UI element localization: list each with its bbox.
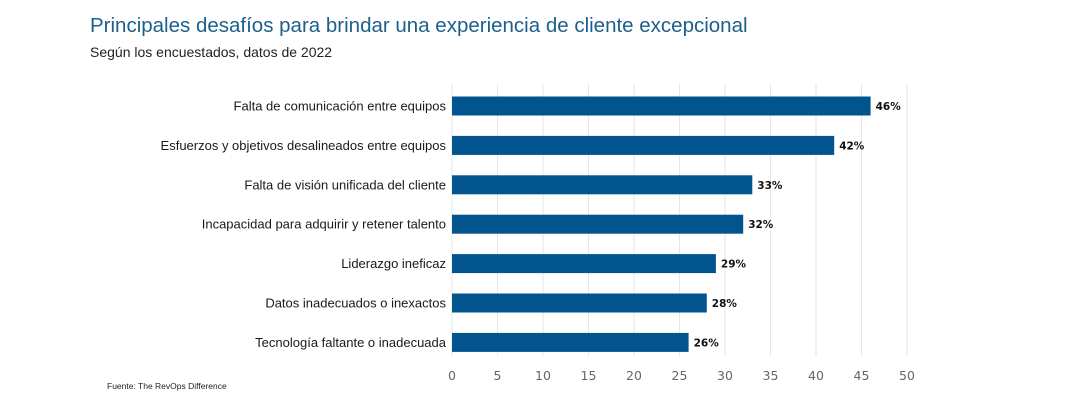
bars-group: [452, 96, 871, 352]
x-tick-label: 35: [763, 368, 779, 383]
category-label: Datos inadecuados o inexactos: [265, 296, 446, 311]
chart-subtitle: Según los encuestados, datos de 2022: [90, 44, 333, 60]
bar: [452, 175, 753, 195]
category-labels: Falta de comunicación entre equipos Esfue…: [161, 99, 447, 350]
x-tick-label: 45: [854, 368, 870, 383]
category-label: Esfuerzos y objetivos desalineados entre…: [161, 138, 447, 153]
data-label: 46%: [876, 101, 902, 113]
x-tick-label: 25: [672, 368, 688, 383]
data-label: 42%: [839, 140, 865, 152]
data-label: 28%: [712, 298, 738, 310]
category-label: Falta de comunicación entre equipos: [234, 99, 447, 114]
x-axis-ticks: 0 5 10 15 20 25 30 35 40 45 50: [448, 368, 915, 383]
x-tick-label: 40: [808, 368, 824, 383]
bar: [452, 135, 835, 155]
x-tick-label: 15: [581, 368, 597, 383]
x-tick-label: 10: [535, 368, 551, 383]
bar: [452, 332, 689, 352]
bar: [452, 96, 871, 116]
x-tick-label: 5: [494, 368, 502, 383]
x-tick-label: 0: [448, 368, 456, 383]
x-tick-label: 20: [626, 368, 642, 383]
bar: [452, 214, 744, 234]
category-label: Falta de visión unificada del cliente: [244, 177, 446, 192]
data-label: 29%: [721, 259, 747, 271]
category-label: Incapacidad para adquirir y retener tale…: [202, 217, 446, 232]
data-label: 33%: [757, 180, 783, 192]
value-labels: 46% 42% 33% 32% 29% 28% 26%: [694, 101, 902, 349]
data-label: 32%: [748, 219, 774, 231]
x-tick-label: 50: [899, 368, 915, 383]
category-label: Liderazgo ineficaz: [341, 256, 446, 271]
source-note: Fuente: The RevOps Difference: [107, 381, 227, 391]
bar: [452, 254, 716, 274]
chart-title: Principales desafíos para brindar una ex…: [90, 14, 748, 37]
category-label: Tecnología faltante o inadecuada: [255, 335, 447, 350]
bar: [452, 293, 707, 313]
x-tick-label: 30: [717, 368, 733, 383]
data-label: 26%: [694, 337, 720, 349]
